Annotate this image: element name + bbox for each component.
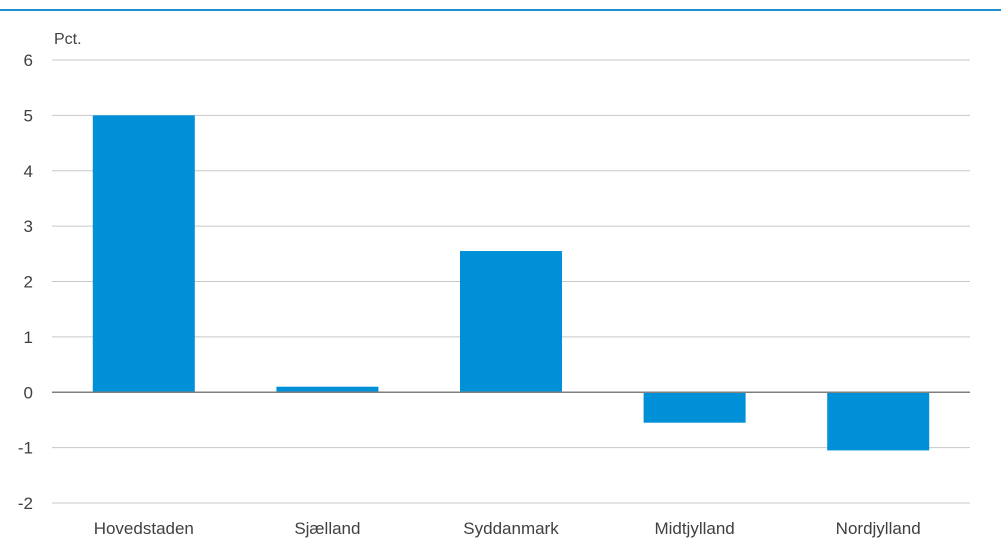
header-rule (0, 9, 1001, 11)
bar (92, 115, 195, 393)
gridlines (52, 59, 970, 504)
y-tick-label: 0 (24, 383, 33, 402)
bar (460, 251, 562, 393)
x-axis-ticks: Hovedstaden Sjælland Syddanmark Midtjylland… (94, 519, 921, 538)
x-tick-label: Syddanmark (463, 519, 559, 538)
x-tick-label: Sjælland (294, 519, 360, 538)
y-tick-label: 3 (24, 217, 33, 236)
y-tick-label: 2 (24, 273, 33, 292)
y-axis-unit-label: Pct. (54, 31, 82, 48)
bar (276, 386, 379, 393)
y-tick-label: 1 (24, 328, 33, 347)
y-tick-label: -1 (18, 439, 33, 458)
y-axis-ticks: 6 5 4 3 2 1 0 -1 -2 (18, 51, 33, 513)
bar (643, 392, 746, 423)
y-tick-label: 5 (24, 106, 33, 125)
x-tick-label: Hovedstaden (94, 519, 194, 538)
y-tick-label: -2 (18, 494, 33, 513)
bar (827, 392, 930, 451)
y-tick-label: 6 (24, 51, 33, 70)
x-tick-label: Nordjylland (836, 519, 921, 538)
x-tick-label: Midtjylland (654, 519, 734, 538)
y-tick-label: 4 (24, 162, 33, 181)
bars (92, 115, 930, 451)
